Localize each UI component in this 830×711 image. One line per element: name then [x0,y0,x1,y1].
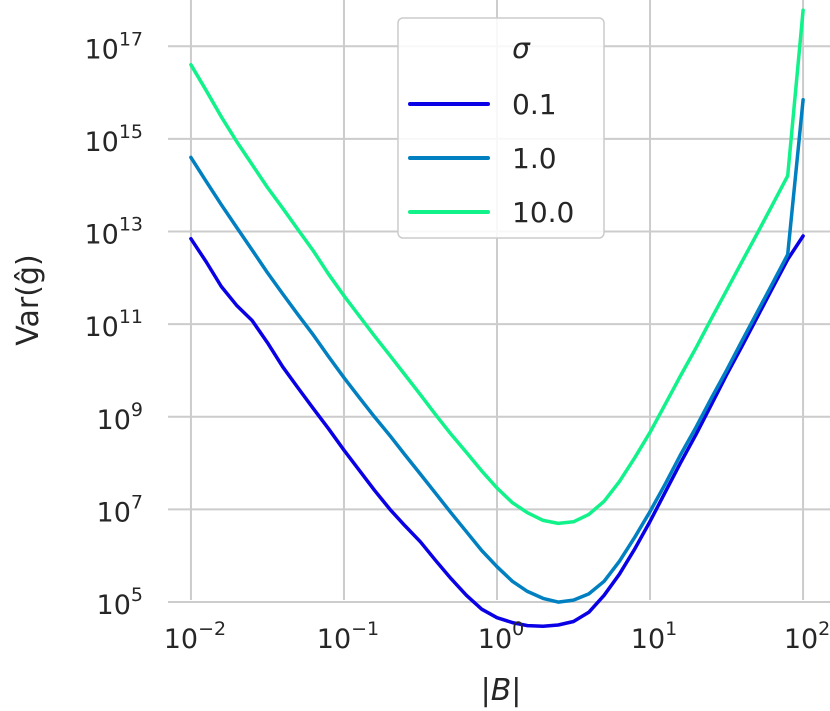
x-tick-label-4: 102 [784,618,830,655]
series-line-2 [189,8,805,526]
x-axis-label: |B| [481,673,522,708]
y-tick-labels: 105 107 109 1011 1013 1015 1017 [84,28,143,621]
legend-items: 0.1 1.0 10.0 [408,88,574,229]
legend-label-0: 0.1 [512,88,557,121]
y-tick-label-0: 105 [97,584,143,621]
legend-label-2: 10.0 [512,196,574,229]
legend-frame [397,17,605,239]
legend-label-1: 1.0 [512,142,557,175]
legend-title: σ [512,32,531,65]
x-tick-label-1: 10−1 [317,618,379,655]
x-tick-labels: 10−2 10−1 100 101 102 [164,618,830,655]
x-tick-label-3: 101 [631,618,677,655]
y-tick-label-4: 1013 [84,214,143,251]
y-tick-label-2: 109 [97,399,143,436]
series-line-1 [189,98,805,604]
y-tick-label-1: 107 [97,491,143,528]
y-tick-label-3: 1011 [84,306,143,343]
legend: σ 0.1 1.0 10.0 [397,17,605,239]
x-tick-label-2: 100 [478,618,524,655]
series-lines [189,8,805,629]
y-axis-label: Var(ĝ) [11,254,46,345]
y-tick-label-6: 1017 [84,28,143,65]
series-line-0 [189,234,805,629]
y-tick-label-5: 1015 [84,121,143,158]
x-tick-label-0: 10−2 [164,618,226,655]
